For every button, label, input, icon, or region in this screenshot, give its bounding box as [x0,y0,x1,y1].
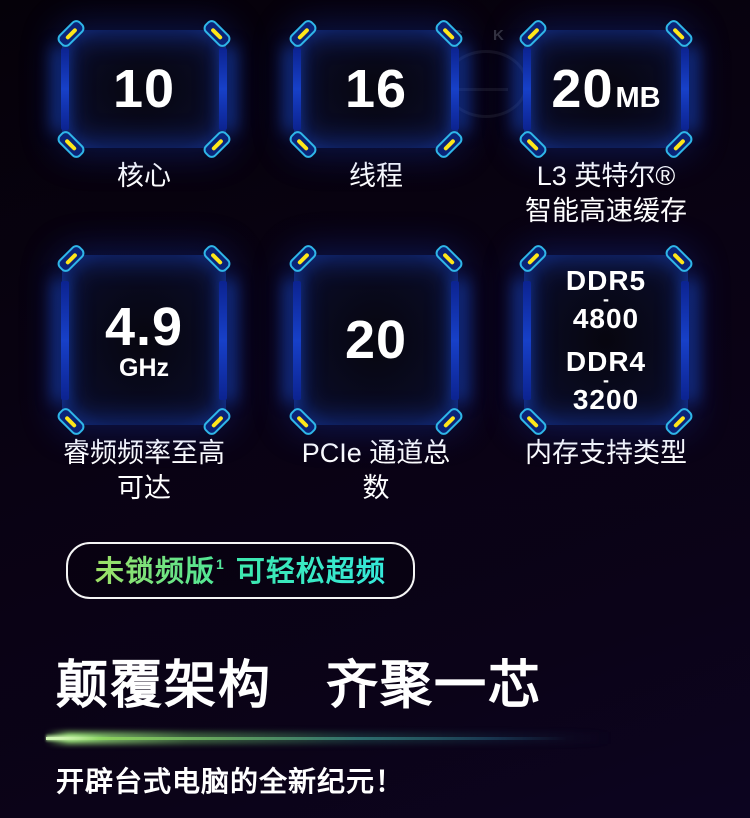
faint-e-swirl-bar [444,88,508,91]
stat-value-cores: 10 [112,59,176,119]
stat-label-threads: 线程 [349,161,403,191]
badge-text-post: 可轻松超频 [236,548,386,590]
stat-group-threads: 16 线程 [287,17,465,194]
stat-label-turbo: 睿频频率至高可达 [63,438,225,504]
memory-ddr4: DDR4 - 3200 [565,345,647,415]
tile-side-bar [681,47,689,131]
stat-value-cache: 20 [551,59,614,119]
memory-type-ddr4: DDR4 [565,345,647,377]
stat-label-cache: L3 英特尔® 智能高速缓存 [525,161,687,227]
section-tagline: 开辟台式电脑的全新纪元！ [56,766,405,797]
tile-side-bar [681,280,689,400]
stat-group-cache: 20 MB L3 英特尔® 智能高速缓存 [517,17,695,229]
tile-side-bar [293,280,301,400]
tile-side-bar [219,47,227,131]
memory-dash: - [602,369,609,390]
stat-tile-memory: DDR5 - 4800 DDR4 - 3200 [517,242,695,438]
stat-tile-turbo: 4.9 GHz [55,242,233,438]
stat-group-memory: DDR5 - 4800 DDR4 - 3200 内存支持类型 [517,242,695,471]
badge-text-pre: 未锁频版 [95,548,215,590]
memory-dash: - [602,289,609,310]
stat-value-threads: 16 [344,59,408,119]
green-glow-divider [46,732,612,744]
tile-side-bar [451,47,459,131]
tile-side-bar [219,280,227,400]
stat-unit-cache: MB [615,82,661,114]
stat-tile-pcie: 20 [287,242,465,438]
stat-tile-cache: 20 MB [517,17,695,161]
stat-tile-cores: 10 [55,17,233,161]
tile-side-bar [523,280,531,400]
stat-label-cores: 核心 [117,161,171,191]
stat-unit-turbo: GHz [119,353,169,382]
badge-footnote-sup: 1 [216,556,224,572]
tile-side-bar [523,47,531,131]
stat-label-memory: 内存支持类型 [525,438,687,468]
stat-value-pcie: 20 [344,310,408,370]
stat-label-pcie: PCIe 通道总数 [301,438,451,504]
stat-tile-threads: 16 [287,17,465,161]
stat-group-pcie: 20 PCIe 通道总数 [287,242,465,506]
stat-group-turbo: 4.9 GHz 睿频频率至高可达 [55,242,233,506]
stat-group-cores: 10 核心 [55,17,233,194]
memory-ddr5: DDR5 - 4800 [565,264,647,335]
tile-side-bar [451,280,459,400]
tile-side-bar [61,47,69,131]
stat-value-turbo: 4.9 [104,296,184,357]
memory-type-ddr5: DDR5 [565,264,647,296]
unlocked-badge: 未锁频版 1 可轻松超频 [66,542,415,599]
tile-side-bar [293,47,301,131]
tile-side-bar [61,280,69,400]
memory-speed-ddr5: 4800 [572,303,640,335]
memory-speed-ddr4: 3200 [572,383,640,415]
section-heading: 颠覆架构 齐聚一芯 [56,657,543,715]
